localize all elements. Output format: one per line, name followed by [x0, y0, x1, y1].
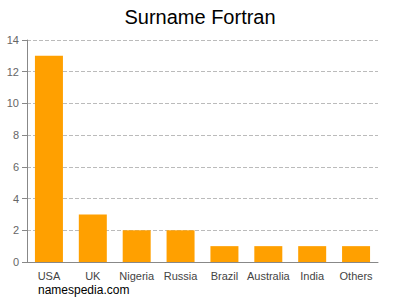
svg-text:Russia: Russia [164, 270, 199, 282]
svg-text:10: 10 [7, 97, 19, 109]
svg-text:Others: Others [340, 270, 374, 282]
svg-text:Australia: Australia [247, 270, 291, 282]
svg-text:6: 6 [13, 161, 19, 173]
svg-text:India: India [300, 270, 325, 282]
svg-text:UK: UK [85, 270, 101, 282]
svg-text:8: 8 [13, 129, 19, 141]
svg-text:USA: USA [38, 270, 61, 282]
svg-text:Surname Fortran: Surname Fortran [124, 6, 275, 28]
svg-text:Nigeria: Nigeria [119, 270, 155, 282]
svg-text:2: 2 [13, 224, 19, 236]
svg-text:namespedia.com: namespedia.com [38, 283, 129, 297]
svg-text:4: 4 [13, 193, 19, 205]
svg-text:0: 0 [13, 256, 19, 268]
svg-text:14: 14 [7, 34, 19, 46]
svg-text:Brazil: Brazil [211, 270, 239, 282]
svg-text:12: 12 [7, 66, 19, 78]
